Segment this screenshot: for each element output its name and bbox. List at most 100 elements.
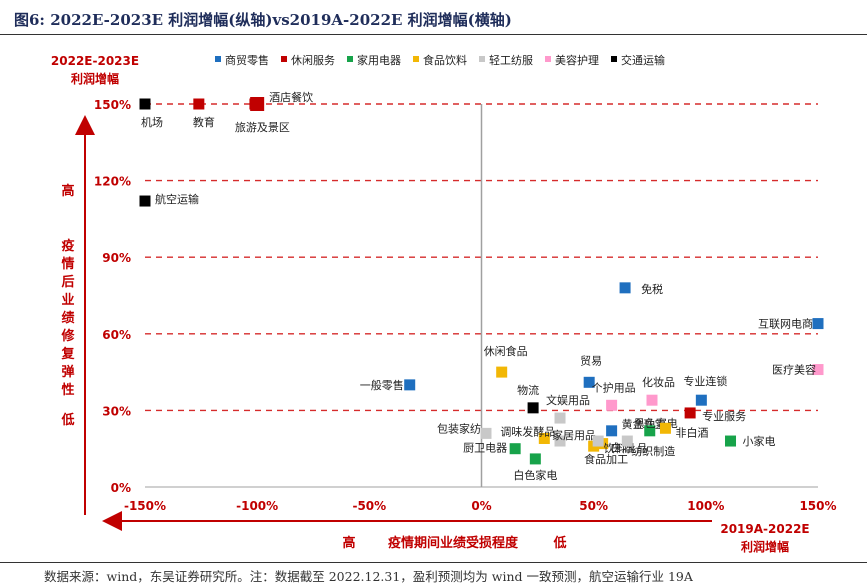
data-label: 航空运输	[155, 192, 199, 206]
legend-label: 休闲服务	[291, 53, 335, 67]
data-point	[139, 195, 151, 207]
y-tick-label: 150%	[94, 98, 131, 112]
data-point	[619, 282, 631, 294]
data-point	[496, 366, 508, 378]
data-label: 休闲食品	[484, 344, 528, 358]
data-label: 调味发酵品	[500, 424, 555, 438]
data-point	[644, 425, 656, 437]
data-point	[527, 402, 539, 414]
y-axis-caption-char: 复	[60, 346, 75, 362]
y-tick-label: 30%	[102, 404, 131, 418]
data-point	[538, 432, 550, 444]
data-label: 非白酒	[675, 425, 708, 439]
legend-label: 商贸零售	[225, 53, 269, 67]
data-point	[529, 453, 541, 465]
data-label: 个护用品	[592, 380, 636, 394]
data-point	[583, 376, 595, 388]
x-tick-label: 150%	[799, 499, 836, 513]
legend-swatch	[215, 56, 221, 62]
x-tick-label: -150%	[124, 499, 166, 513]
data-label: 专业连锁	[683, 374, 727, 388]
data-label: 旅游及景区	[235, 120, 290, 134]
y-axis-high-label: 高	[61, 183, 74, 199]
data-point	[554, 435, 566, 447]
data-point	[606, 399, 618, 411]
data-label: 纺织制造	[631, 444, 675, 458]
y-axis-caption-char: 弹	[61, 364, 74, 380]
y-axis-caption-char: 疫	[61, 238, 74, 254]
data-label: 厨卫电器	[463, 442, 507, 455]
data-label: 物流	[517, 383, 539, 397]
data-point	[592, 435, 604, 447]
y-tick-label: 0%	[111, 481, 131, 495]
x-tick-label: 100%	[687, 499, 724, 513]
x-axis-caption: 疫情期间业绩受损程度	[388, 535, 519, 551]
data-label: 食品加工	[584, 452, 628, 466]
x-axis-low-label: 低	[552, 535, 566, 551]
data-label: 饮料乳品	[604, 441, 648, 455]
x-tick-label: -50%	[352, 499, 386, 513]
footer-divider	[0, 562, 867, 563]
data-label: 家居用品	[552, 428, 596, 442]
data-point	[684, 407, 696, 419]
legend-label: 美容护理	[555, 53, 599, 67]
scatter-chart: 0% 30% 60% 90% 120% 150% -150% -100% -50% 0% 50% 10…	[51, 53, 837, 554]
data-point	[480, 427, 492, 439]
data-label: 贸易	[580, 354, 602, 367]
legend-label: 轻工纺服	[489, 53, 533, 67]
x-axis-high-label: 高	[342, 535, 355, 551]
data-label: 文娱用品	[546, 393, 590, 407]
source-note: 数据来源：wind，东吴证券研究所。注：数据截至 2022.12.31，盈利预测…	[44, 569, 693, 584]
y-axis-caption-char: 业	[61, 292, 74, 308]
y-tick-label: 90%	[102, 251, 131, 265]
data-point	[139, 98, 151, 110]
y-tick-label: 60%	[102, 328, 131, 342]
x-tick-label: 0%	[471, 499, 491, 513]
x-tick-label: 50%	[579, 499, 608, 513]
data-label: 一般零售	[360, 378, 404, 392]
y-axis-title: 2022E-2023E	[51, 54, 139, 68]
data-point	[725, 435, 737, 447]
data-point	[404, 379, 416, 391]
data-label: 专业服务	[702, 409, 746, 423]
x-tick-label: -100%	[236, 499, 278, 513]
legend-swatch	[413, 56, 419, 62]
y-axis-low-label: 低	[60, 412, 74, 428]
data-label: 医疗美容	[772, 363, 816, 377]
data-point	[606, 425, 618, 437]
data-point	[554, 412, 566, 424]
x-axis-title: 利润增幅	[741, 539, 789, 554]
data-point	[249, 98, 261, 110]
legend-swatch	[611, 56, 617, 62]
data-point	[621, 435, 633, 447]
title-divider	[0, 34, 867, 35]
data-point	[193, 98, 205, 110]
x-axis-title: 2019A-2022E	[720, 522, 809, 536]
legend-label: 家用电器	[357, 53, 401, 67]
y-axis-caption-char: 性	[61, 382, 74, 398]
data-label: 机场	[141, 115, 163, 129]
legend-swatch	[347, 56, 353, 62]
y-axis-caption-char: 修	[60, 328, 75, 344]
data-point	[812, 318, 824, 330]
legend-label: 交通运输	[621, 53, 665, 67]
data-label: 教育	[193, 115, 215, 129]
data-label: 酒店餐饮	[269, 90, 313, 104]
data-point	[509, 443, 521, 455]
legend-label: 食品饮料	[423, 53, 467, 67]
data-point	[646, 394, 658, 406]
data-point	[695, 394, 707, 406]
y-axis-caption-char: 情	[61, 256, 74, 272]
legend-swatch	[479, 56, 485, 62]
legend-swatch	[281, 56, 287, 62]
data-label: 化妆品	[642, 375, 675, 389]
data-label: 互联网电商	[758, 317, 813, 331]
data-label: 包装家纺	[437, 421, 481, 435]
data-label: 小家电	[743, 434, 776, 448]
y-axis-caption-char: 后	[61, 274, 74, 290]
data-label: 白色家电	[513, 468, 557, 482]
y-tick-label: 120%	[94, 175, 131, 189]
data-point	[659, 422, 671, 434]
data-label: 黑色家电	[634, 416, 678, 430]
